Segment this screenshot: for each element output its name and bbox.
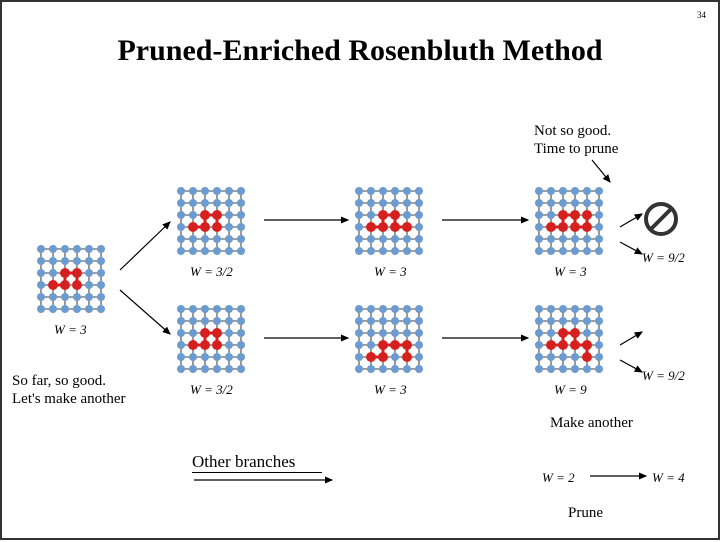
- arrows: [2, 2, 720, 542]
